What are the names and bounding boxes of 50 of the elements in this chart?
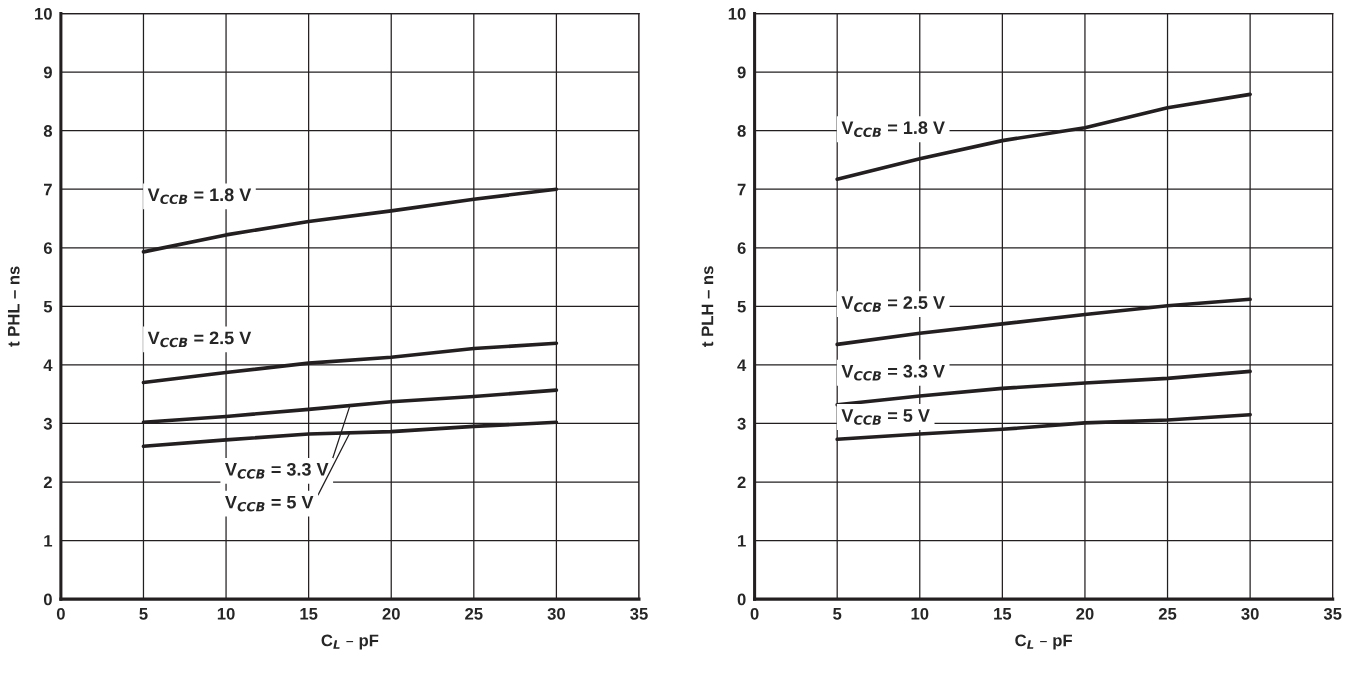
y-tick-label: 3 <box>737 417 746 430</box>
y-tick-label: 8 <box>737 125 746 137</box>
x-tick-label: 35 <box>630 607 648 620</box>
x-axis-title: C$_{L}$ – pF <box>321 634 379 650</box>
x-tick-label: 35 <box>1323 607 1342 620</box>
y-tick-label: 5 <box>43 300 53 313</box>
x-tick-label: 15 <box>300 608 318 620</box>
y-tick-label: 1 <box>44 535 53 547</box>
series-label: V$_{CCB}$ = 1.8 V <box>147 188 252 205</box>
y-tick-label: 1 <box>738 535 746 547</box>
y-tick-label: 5 <box>737 300 746 313</box>
y-tick-label: 0 <box>43 593 52 606</box>
y-tick-label: 4 <box>43 359 53 371</box>
x-tick-label: 10 <box>217 607 235 620</box>
y-tick-label: 7 <box>737 183 746 196</box>
text: V$_{CCB}$ = 3.3 V <box>225 462 329 479</box>
series-label: V$_{CCB}$ = 1.8 V <box>841 121 945 138</box>
series-label: V$_{CCB}$ = 2.5 V <box>841 296 945 312</box>
x-tick-label: 20 <box>382 607 400 620</box>
y-tick-label: 10 <box>728 7 746 20</box>
y-tick-label: 9 <box>737 66 746 79</box>
x-tick-label: 0 <box>56 607 65 620</box>
x-tick-label: 20 <box>1076 607 1094 620</box>
y-tick-label: 0 <box>737 593 746 606</box>
x-tick-label: 30 <box>547 607 565 620</box>
y-tick-label: 9 <box>43 66 52 79</box>
y-axis-title: t PLH – ns <box>701 266 714 347</box>
x-tick-label: 5 <box>833 608 842 620</box>
x-tick-label: 15 <box>994 608 1012 620</box>
series-label: V$_{CCB}$ = 5 V <box>841 409 930 425</box>
y-axis-title: t PHL – ns <box>7 266 20 347</box>
x-tick-label: 10 <box>911 607 929 620</box>
y-tick-label: 3 <box>43 417 52 430</box>
y-tick-label: 6 <box>43 242 52 254</box>
series-label: V$_{CCB}$ = 3.3 V <box>841 364 945 381</box>
y-tick-label: 4 <box>737 359 747 371</box>
x-tick-label: 25 <box>1158 607 1177 620</box>
x-tick-label: 30 <box>1241 607 1259 620</box>
y-tick-label: 2 <box>737 476 746 489</box>
y-tick-label: 8 <box>43 125 53 137</box>
x-tick-label: 25 <box>465 607 483 620</box>
text: V$_{CCB}$ = 5 V <box>225 495 314 512</box>
x-tick-label: 0 <box>750 607 759 620</box>
series-label: V$_{CCB}$ = 2.5 V <box>147 331 252 348</box>
y-tick-label: 10 <box>35 7 52 20</box>
y-tick-label: 6 <box>737 242 746 254</box>
x-axis-title: C$_{L}$ – pF <box>1015 634 1072 650</box>
x-tick-label: 5 <box>139 608 148 620</box>
y-tick-label: 2 <box>43 476 52 489</box>
y-tick-label: 7 <box>44 183 52 196</box>
